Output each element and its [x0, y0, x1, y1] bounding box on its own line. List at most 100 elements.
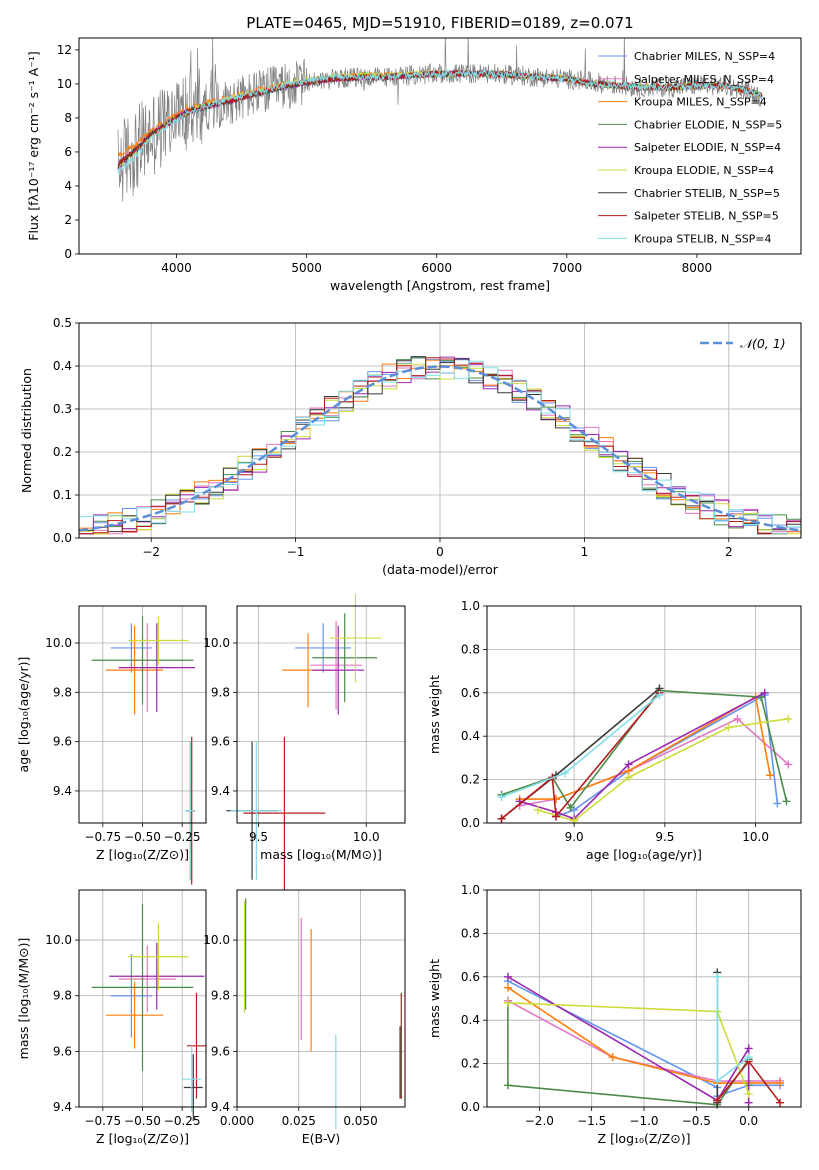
series-marker [503, 998, 512, 1007]
series-marker [503, 1081, 512, 1090]
legend: 𝒩(0, 1) [700, 336, 786, 351]
x-tick-label: −0.75 [84, 1114, 121, 1128]
x-tick-label: 5000 [291, 261, 322, 275]
legend: Chabrier MILES, N_SSP=4 Salpeter MILES, N… [598, 50, 782, 245]
y-tick-label: 0.4 [461, 1013, 480, 1027]
series-line-2 [519, 717, 789, 807]
x-tick-label: 9.5 [249, 830, 268, 844]
series-line-5 [507, 976, 750, 1103]
x-axis-label: Z [log₁₀(Z/Z⊙)] [96, 1131, 189, 1146]
y-tick-label: 9.4 [211, 1100, 230, 1114]
panel-1: 4000 5000 6000 7000 8000 0 2 4 6 8 10 12 wavelength … [26, 14, 802, 293]
x-tick-label: −0.75 [84, 830, 121, 844]
x-tick-label: 0.0 [739, 1114, 758, 1128]
y-tick-label: 9.6 [211, 1044, 230, 1058]
data-point [105, 981, 164, 1049]
axes-frame [78, 322, 802, 539]
y-tick-label: 4 [64, 179, 72, 193]
y-tick-label: 9.8 [211, 989, 230, 1003]
series-line-1 [555, 693, 779, 818]
axes-frame [78, 605, 207, 824]
x-tick-label: −0.5 [682, 1114, 711, 1128]
x-axis-label: wavelength [Angstrom, rest frame] [330, 278, 550, 293]
series-marker [624, 760, 633, 769]
y-axis-label: mass weight [427, 959, 442, 1038]
data-point [110, 953, 153, 1038]
x-tick-label: 6000 [421, 261, 452, 275]
plot-area [243, 898, 402, 1130]
data-point [105, 625, 164, 715]
data-point [329, 593, 382, 683]
y-tick-label: 0.8 [461, 642, 480, 656]
y-axis-label: mass [log₁₀(M/M⊙)] [16, 938, 31, 1060]
series-marker [497, 814, 506, 823]
y-tick-label: 10.0 [45, 636, 72, 650]
data-point [295, 623, 352, 673]
y-tick-label: 0 [64, 247, 72, 261]
y-tick-label: 0.4 [53, 359, 72, 373]
x-tick-label: 7000 [552, 261, 583, 275]
legend-label-5: Salpeter ELODIE, N_SSP=4 [634, 141, 781, 154]
axes-frame [486, 889, 802, 1108]
series-marker [744, 1044, 753, 1053]
x-tick-label: −0.50 [124, 830, 161, 844]
data-point [109, 942, 205, 1010]
data-point [118, 623, 195, 713]
x-tick-label: 0.050 [343, 1114, 377, 1128]
series-marker [608, 1053, 617, 1062]
legend-label-6: Kroupa ELODIE, N_SSP=4 [634, 164, 774, 177]
y-tick-label: 10.0 [203, 933, 230, 947]
data-point [310, 620, 362, 710]
panel-7: 0.000 0.025 0.050 9.4 9.6 9.8 10.0 E(B-V) [203, 889, 406, 1146]
x-tick-label: 2 [725, 545, 733, 559]
x-axis-label: E(B-V) [302, 1131, 341, 1146]
series-line-4 [507, 1002, 750, 1106]
data-point [230, 741, 283, 880]
series-marker [784, 760, 793, 769]
series-marker [566, 803, 575, 812]
data-point [118, 945, 176, 1013]
y-tick-label: 8 [64, 111, 72, 125]
y-axis-label: Normed distribution [19, 368, 34, 493]
legend-label: 𝒩(0, 1) [740, 336, 786, 351]
data-point [91, 903, 194, 1071]
panel-2: −2 −1 0 1 2 0.0 0.1 0.2 0.3 0.4 0.5 (data-model)/er… [19, 316, 802, 577]
series-marker [733, 714, 742, 723]
x-tick-label: 8000 [682, 261, 713, 275]
series-marker [497, 792, 506, 801]
plot-area [226, 593, 382, 890]
data-point [110, 623, 153, 673]
x-tick-label: −1 [287, 545, 305, 559]
x-tick-label: −2 [142, 545, 160, 559]
series-marker [766, 771, 775, 780]
data-point [128, 923, 189, 991]
x-axis-label: (data-model)/error [382, 562, 499, 577]
legend-label-4: Chabrier ELODIE, N_SSP=5 [634, 118, 782, 131]
data-point [183, 1054, 203, 1121]
y-axis-label: Flux [fλ10⁻¹⁷ erg cm⁻² s⁻¹ A⁻¹] [26, 51, 41, 240]
x-axis-label: mass [log₁₀(M/M⊙)] [260, 847, 382, 862]
model-spectrum-9 [117, 68, 763, 175]
panel-8: −2.0 −1.5 −1.0 −0.5 0.0 0.0 0.2 0.4 0.6 0.8 1.0 Z [… [427, 883, 802, 1146]
chart-title: PLATE=0465, MJD=51910, FIBERID=0189, z=0… [246, 14, 633, 32]
series-marker [624, 773, 633, 782]
series-marker [503, 972, 512, 981]
plot-area [117, 38, 763, 202]
y-tick-label: 6 [64, 145, 72, 159]
y-axis-label: age [log₁₀(age/yr)] [16, 657, 31, 773]
histogram-8 [79, 357, 801, 535]
series-marker [655, 690, 664, 699]
y-tick-label: 0.5 [53, 316, 72, 330]
series-marker [713, 972, 722, 981]
axes-frame [236, 889, 406, 1108]
y-tick-label: 1.0 [461, 599, 480, 613]
panel-6: −0.75 −0.50 −0.25 9.4 9.6 9.8 10.0 Z [log₁₀(Z/Z… [16, 889, 207, 1146]
series-marker [776, 1079, 785, 1088]
plot-area [497, 684, 793, 825]
series-marker [776, 1098, 785, 1107]
data-point [128, 615, 189, 666]
series-marker [503, 983, 512, 992]
series-marker [551, 812, 560, 821]
series-line-8 [500, 692, 661, 820]
legend-label-7: Chabrier STELIB, N_SSP=5 [634, 187, 780, 200]
